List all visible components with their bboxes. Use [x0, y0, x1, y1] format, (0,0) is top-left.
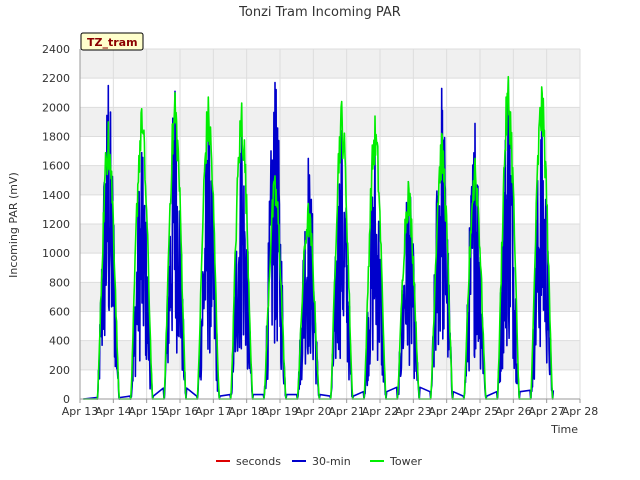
x-tick-label: Apr 16 — [162, 405, 199, 418]
grid-band — [80, 165, 580, 195]
x-tick-label: Apr 13 — [62, 405, 99, 418]
y-tick-label: 200 — [49, 364, 70, 377]
y-tick-label: 2200 — [42, 72, 70, 85]
y-tick-label: 400 — [49, 335, 70, 348]
y-tick-label: 1600 — [42, 160, 70, 173]
legend-label: 30-min — [312, 455, 351, 468]
grid-band — [80, 282, 580, 312]
x-tick-label: Apr 24 — [428, 405, 465, 418]
x-tick-label: Apr 25 — [462, 405, 499, 418]
x-tick-label: Apr 28 — [562, 405, 599, 418]
y-axis-label: Incoming PAR (mV) — [7, 172, 20, 278]
x-tick-label: Apr 18 — [228, 405, 265, 418]
x-tick-label: Apr 27 — [528, 405, 565, 418]
y-tick-label: 600 — [49, 306, 70, 319]
site-tag: TZ_tram — [80, 32, 144, 51]
y-tick-label: 1200 — [42, 218, 70, 231]
x-tick-label: Apr 22 — [362, 405, 399, 418]
x-tick-label: Apr 21 — [328, 405, 365, 418]
y-tick-label: 1800 — [42, 131, 70, 144]
legend: seconds 30-min Tower — [216, 455, 422, 468]
site-tag-box — [80, 32, 144, 51]
y-tick-label: 1400 — [42, 189, 70, 202]
x-tick-label: Apr 17 — [195, 405, 232, 418]
legend-label: seconds — [236, 455, 281, 468]
y-tick-label: 800 — [49, 276, 70, 289]
legend-label: Tower — [389, 455, 422, 468]
x-axis-label: Time — [550, 423, 578, 436]
x-tick-label: Apr 20 — [295, 405, 332, 418]
grid-band — [80, 49, 580, 79]
x-tick-label: Apr 23 — [395, 405, 432, 418]
axes: 0 200 400 600 800 1000 1200 1400 1600 1800 2000 220… — [42, 43, 598, 418]
grid-band — [80, 107, 580, 137]
y-tick-label: 1000 — [42, 247, 70, 260]
grid-band — [80, 224, 580, 254]
x-tick-label: Apr 14 — [95, 405, 132, 418]
chart-title: Tonzi Tram Incoming PAR — [238, 5, 401, 20]
y-tick-label: 2400 — [42, 43, 70, 56]
y-tick-label: 0 — [63, 393, 70, 406]
x-tick-label: Apr 26 — [495, 405, 532, 418]
site-tag-label: TZ_tram — [87, 36, 138, 49]
series-line-30-min — [83, 78, 555, 400]
x-tick-label: Apr 15 — [128, 405, 165, 418]
x-tick-label: Apr 19 — [262, 405, 299, 418]
grid-band — [80, 340, 580, 370]
y-tick-label: 2000 — [42, 101, 70, 114]
